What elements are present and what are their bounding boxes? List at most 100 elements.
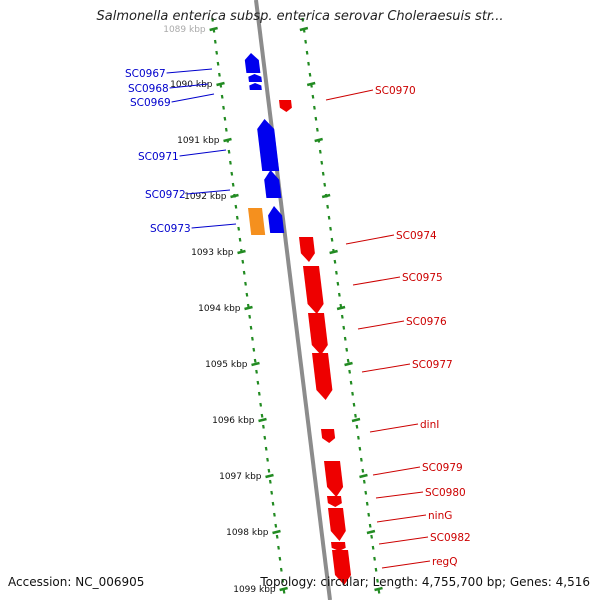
tick-dot (242, 270, 246, 275)
tick-dot (305, 50, 309, 55)
tick-dot (282, 589, 286, 594)
tick-dot (218, 72, 221, 77)
tick-dot (359, 457, 363, 462)
gene-feature-dini[interactable] (321, 429, 336, 443)
gene-label-connector (171, 93, 215, 103)
major-tick (244, 305, 253, 311)
major-tick (265, 473, 274, 479)
major-tick (351, 417, 361, 423)
major-tick (272, 529, 281, 535)
gene-label-sc0973[interactable]: SC0973 (150, 223, 191, 235)
gene-feature-sc0979[interactable] (324, 461, 344, 497)
tick-dot (327, 215, 331, 220)
gene-label-connector (376, 514, 427, 523)
gene-label-sc0979[interactable]: SC0979 (422, 462, 463, 474)
tick-dot (315, 127, 319, 132)
tick-dot (371, 545, 375, 550)
ruler-label: 1099 kbp (233, 585, 276, 595)
tick-dot (343, 336, 347, 341)
major-tick (359, 473, 368, 479)
major-tick (314, 137, 323, 143)
gene-feature-sc0967[interactable] (244, 53, 261, 73)
tick-dot (273, 512, 276, 517)
gene-feature-sc0971[interactable] (257, 119, 280, 171)
tick-dot (337, 292, 341, 297)
gene-feature-sc0976[interactable] (308, 313, 328, 355)
gene-feature-sc0980[interactable] (327, 496, 342, 507)
ruler-label: 1097 kbp (219, 472, 262, 482)
tick-dot (257, 391, 261, 396)
major-tick (321, 193, 331, 199)
gene-label-sc0968[interactable]: SC0968 (128, 83, 169, 95)
tick-dot (267, 468, 271, 473)
gene-feature-sc0968[interactable] (248, 74, 262, 82)
gene-feature-sc0969[interactable] (249, 83, 262, 90)
gene-feature-ning[interactable] (328, 508, 346, 541)
gene-feature-highlighted[interactable] (248, 208, 266, 235)
gene-feature-sc0982[interactable] (331, 542, 346, 551)
tick-dot (318, 149, 322, 154)
gene-label-sc0980[interactable]: SC0980 (425, 487, 466, 499)
tick-dot (211, 17, 214, 22)
tick-dot (275, 534, 279, 539)
tick-dot (271, 501, 275, 506)
tick-dot (342, 325, 346, 330)
gene-label-sc0975[interactable]: SC0975 (402, 272, 443, 284)
tick-dot (268, 479, 272, 484)
gene-label-sc0969[interactable]: SC0969 (130, 97, 171, 109)
gene-feature-sc0974[interactable] (299, 237, 315, 262)
ruler-label: 1091 kbp (177, 136, 220, 146)
tick-dot (354, 413, 357, 418)
tick-dot (245, 292, 249, 297)
tick-dot (277, 545, 280, 550)
tick-dot (251, 336, 254, 341)
tick-dot (244, 281, 247, 286)
tick-dot (256, 380, 260, 385)
gene-feature-sc0970[interactable] (279, 100, 292, 112)
tick-dot (323, 182, 327, 187)
gene-feature-regq[interactable] (332, 550, 351, 585)
gene-label-sc0972[interactable]: SC0972 (145, 189, 186, 201)
gene-label-sc0976[interactable]: SC0976 (406, 316, 447, 328)
tick-dot (262, 424, 265, 429)
ruler-label: 1094 kbp (198, 304, 241, 314)
major-tick (216, 81, 225, 87)
ruler-label: 1096 kbp (212, 416, 255, 426)
tick-dot (367, 512, 371, 517)
tick-dot (364, 490, 368, 495)
tick-dot (215, 50, 219, 55)
tick-dot (229, 160, 232, 165)
tick-dot (368, 523, 372, 528)
gene-feature-sc0977[interactable] (312, 353, 333, 400)
gene-label-sc0970[interactable]: SC0970 (375, 85, 416, 97)
tick-dot (252, 347, 256, 352)
tick-dot (274, 523, 278, 528)
gene-label-ning[interactable]: ninG (428, 510, 452, 522)
major-tick (374, 586, 383, 592)
gene-label-sc0967[interactable]: SC0967 (125, 68, 166, 80)
tick-dot (237, 226, 241, 231)
tick-dot (376, 578, 379, 583)
gene-label-dini[interactable]: dinI (420, 419, 439, 431)
gene-feature-sc0973[interactable] (268, 206, 285, 233)
gene-label-regq[interactable]: regQ (432, 556, 457, 568)
tick-dot (330, 237, 334, 242)
tick-dot (320, 160, 324, 165)
gene-label-connector (345, 234, 395, 245)
gene-label-sc0971[interactable]: SC0971 (138, 151, 179, 163)
tick-dot (326, 204, 330, 209)
gene-label-sc0982[interactable]: SC0982 (430, 532, 471, 544)
gene-label-connector (179, 149, 227, 157)
gene-label-sc0974[interactable]: SC0974 (396, 230, 437, 242)
gene-label-connector (166, 68, 213, 74)
gene-label-sc0977[interactable]: SC0977 (412, 359, 453, 371)
tick-dot (321, 171, 325, 176)
tick-dot (329, 226, 332, 231)
ruler-label: 1090 kbp (170, 80, 213, 90)
tick-dot (255, 369, 258, 374)
gene-label-connector (169, 83, 209, 89)
gene-feature-sc0972[interactable] (264, 170, 282, 198)
gene-feature-sc0975[interactable] (303, 266, 324, 314)
tick-dot (230, 171, 234, 176)
